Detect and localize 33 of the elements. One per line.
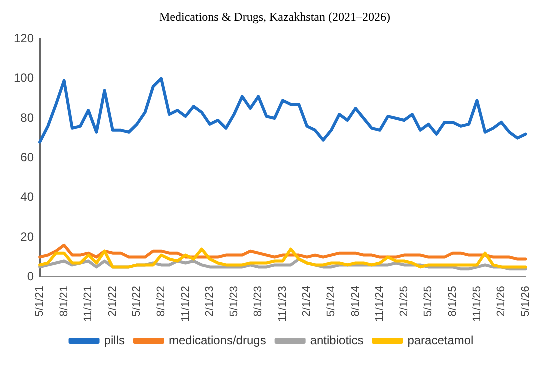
x-tick-label: 5/1/23 [228, 286, 240, 317]
x-tick-label: 8/1/23 [252, 286, 265, 317]
y-tick-label: 120 [14, 32, 34, 46]
y-tick-label: 40 [20, 190, 34, 204]
y-tick-label: 60 [20, 150, 34, 164]
x-tick-label: 2/1/24 [301, 286, 314, 317]
x-tick-label: 5/1/25 [422, 286, 435, 317]
x-tick-label: 8/1/24 [350, 286, 362, 317]
x-tick-label: 8/1/21 [58, 286, 70, 317]
x-tick-label: 5/1/26 [520, 286, 532, 317]
x-tick-label: 2/1/23 [204, 286, 216, 317]
x-tick-label: 5/1/22 [131, 286, 144, 317]
x-tick-label: 5/1/21 [34, 286, 46, 317]
x-tick-label: 11/1/21 [82, 286, 95, 322]
y-tick-label: 20 [20, 230, 34, 244]
x-tick-label: 11/1/24 [374, 286, 386, 322]
x-tick-label: 2/1/22 [106, 286, 119, 317]
x-tick-label: 11/1/25 [471, 286, 484, 322]
x-tick-label: 11/1/23 [276, 286, 289, 322]
x-tick-label: 2/1/25 [398, 286, 410, 317]
x-tick-label: 5/1/24 [326, 286, 338, 317]
x-tick-label: 8/1/22 [155, 286, 168, 317]
legend-label: paracetamol [408, 333, 474, 348]
x-tick-label: 11/1/22 [180, 286, 192, 322]
legend-label: pills [104, 333, 125, 348]
legend-label: antibiotics [310, 333, 364, 348]
y-tick-label: 80 [20, 110, 34, 125]
x-tick-label: 2/1/26 [496, 286, 508, 317]
y-tick-label: 0 [27, 269, 34, 284]
x-tick-label: 8/1/25 [446, 286, 459, 317]
legend-label: medications/drugs [168, 333, 266, 348]
y-tick-label: 100 [14, 71, 34, 86]
chart-title: Medications & Drugs, Kazakhstan (2021–2026) [158, 9, 392, 26]
